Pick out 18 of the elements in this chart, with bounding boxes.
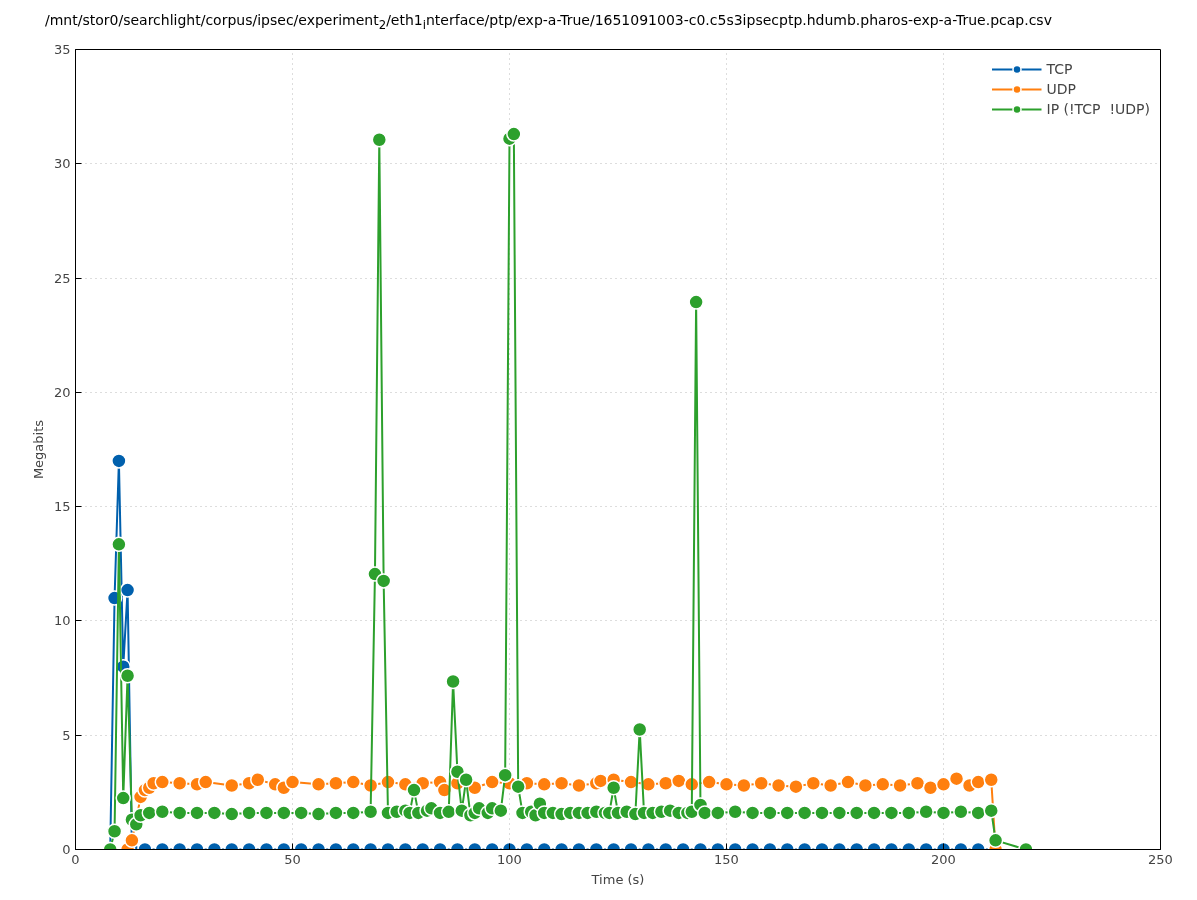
legend-label: UDP bbox=[1046, 81, 1076, 97]
y-tick-label: 10 bbox=[53, 613, 71, 629]
x-tick-label: 250 bbox=[1148, 851, 1173, 867]
chart-title: /mnt/stor0/searchlight/corpus/ipsec/experiment$_{2}$/eth1$_{i}$nterface/ptp/exp-a-True/1651091003-c0.c5s3ipsecptp.hdumb.pharos-exp-a-True.pcap.csv bbox=[45, 11, 1052, 34]
y-tick-label: 5 bbox=[62, 727, 71, 743]
y-tick-label: 25 bbox=[53, 270, 71, 286]
y-tick-label: 20 bbox=[53, 384, 71, 400]
x-tick-label: 100 bbox=[497, 851, 522, 867]
y-axis-title: Megabits bbox=[30, 419, 46, 480]
y-tick-label: 30 bbox=[53, 156, 71, 172]
x-axis-title: Time (s) bbox=[590, 871, 645, 887]
legend-label: IP (!TCP !UDP) bbox=[1046, 101, 1150, 117]
y-tick-label: 35 bbox=[53, 42, 71, 57]
x-tick-label: 200 bbox=[931, 851, 956, 867]
y-tick-label: 15 bbox=[53, 499, 71, 515]
x-tick-label: 50 bbox=[284, 851, 301, 867]
x-tick-label: 150 bbox=[714, 851, 739, 867]
legend-label: TCP bbox=[1046, 61, 1073, 77]
